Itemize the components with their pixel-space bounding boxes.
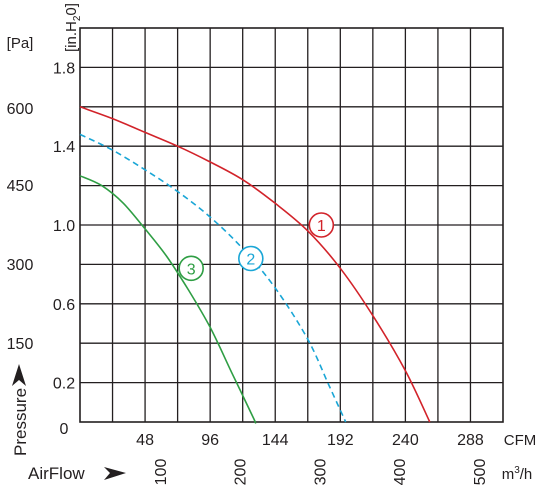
x-tick-cfm: 48 bbox=[136, 432, 154, 449]
x-unit-m3h: m3/h bbox=[502, 465, 533, 483]
x-tick-cfm: 96 bbox=[201, 432, 219, 449]
chart-labels: 1 2 3 1.8 1.4 1.0 0.6 0.2 0 600 450 300 150 [Pa] [in.H… bbox=[7, 3, 537, 486]
y-tick-inh2o: 1.4 bbox=[53, 139, 75, 156]
y-tick-pa: 600 bbox=[7, 101, 34, 118]
pressure-arrow-icon bbox=[12, 364, 26, 386]
curve-label-2: 2 bbox=[246, 251, 255, 268]
y-tick-inh2o: 1.0 bbox=[53, 218, 75, 235]
x-tick-m3h: 300 bbox=[312, 459, 329, 486]
curve-label-circle-3 bbox=[178, 255, 204, 282]
y-tick-pa: 150 bbox=[7, 336, 34, 353]
y-unit-pa: [Pa] bbox=[7, 35, 34, 52]
chart-grid bbox=[79, 27, 504, 423]
curve-2 bbox=[79, 133, 347, 423]
y-axis-name: Pressure bbox=[11, 388, 30, 456]
curve-label-circle-2 bbox=[238, 245, 264, 272]
curve-label-circle-1 bbox=[308, 212, 335, 238]
curve-3 bbox=[79, 175, 257, 424]
x-tick-m3h: 200 bbox=[233, 459, 250, 486]
airflow-arrow-icon bbox=[104, 467, 126, 480]
curve-label-3: 3 bbox=[187, 261, 196, 278]
x-tick-m3h: 500 bbox=[472, 459, 489, 486]
y-tick-inh2o: 1.8 bbox=[53, 60, 75, 77]
y-tick-origin: 0 bbox=[60, 421, 69, 438]
x-tick-cfm: 288 bbox=[457, 432, 484, 449]
x-tick-cfm: 144 bbox=[262, 432, 289, 449]
y-tick-inh2o: 0.6 bbox=[53, 297, 75, 314]
y-tick-pa: 450 bbox=[7, 178, 34, 195]
x-axis-name: AirFlow bbox=[28, 464, 85, 483]
x-tick-cfm: 192 bbox=[327, 432, 354, 449]
y-tick-pa: 300 bbox=[7, 257, 34, 274]
y-unit-inh2o: [in.H20] bbox=[63, 3, 83, 52]
x-tick-cfm: 240 bbox=[392, 432, 419, 449]
x-tick-m3h: 100 bbox=[153, 459, 170, 486]
curve-label-1: 1 bbox=[317, 218, 326, 235]
x-unit-cfm: CFM bbox=[504, 432, 537, 449]
x-tick-m3h: 400 bbox=[392, 459, 409, 486]
y-tick-inh2o: 0.2 bbox=[53, 376, 75, 393]
chart-curves bbox=[79, 106, 431, 424]
curve-1 bbox=[79, 106, 431, 423]
